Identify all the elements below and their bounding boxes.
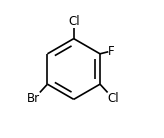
Text: Br: Br bbox=[27, 92, 40, 105]
Text: Cl: Cl bbox=[108, 92, 119, 105]
Text: F: F bbox=[108, 45, 115, 58]
Text: Cl: Cl bbox=[68, 15, 80, 28]
